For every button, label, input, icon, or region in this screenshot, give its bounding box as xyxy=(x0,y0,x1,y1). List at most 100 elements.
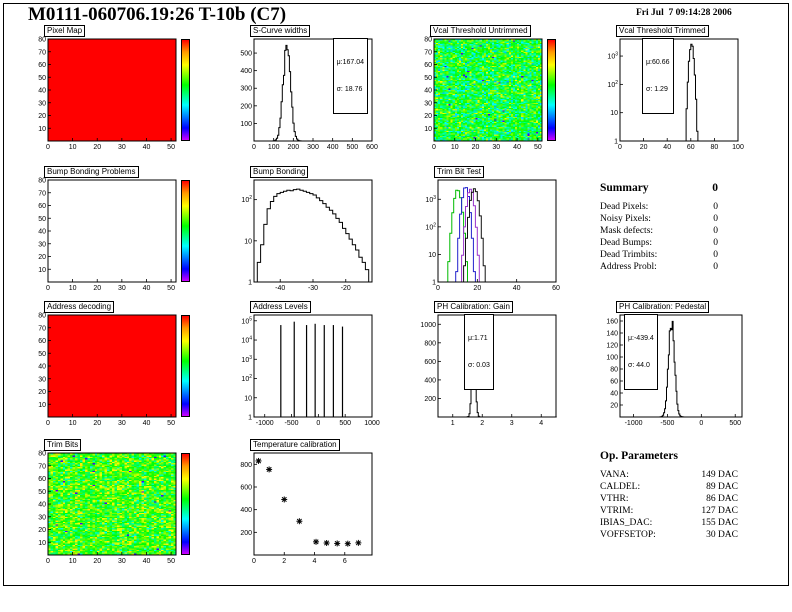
stat-mean: μ:-439.4 xyxy=(628,335,654,342)
svg-text:20: 20 xyxy=(640,144,648,151)
heatmap-canvas xyxy=(48,39,176,141)
svg-text:20: 20 xyxy=(473,285,481,292)
svg-text:3: 3 xyxy=(510,420,514,427)
svg-text:20: 20 xyxy=(93,144,101,151)
svg-text:60: 60 xyxy=(38,338,46,345)
param-row: VOFFSETOP: 30 DAC xyxy=(600,530,738,540)
svg-text:800: 800 xyxy=(240,462,252,469)
param-row: Dead Pixels: 0 xyxy=(600,202,718,212)
svg-text:60: 60 xyxy=(38,62,46,69)
svg-text:6: 6 xyxy=(343,558,347,565)
plot-title: Bump Bonding Problems xyxy=(44,166,139,178)
svg-text:400: 400 xyxy=(240,507,252,514)
svg-text:80: 80 xyxy=(424,37,432,44)
plot-title: Temperature calibration xyxy=(250,439,340,451)
plot-title: Trim Bits xyxy=(44,439,82,451)
svg-text:-500: -500 xyxy=(660,420,674,427)
svg-text:0: 0 xyxy=(46,144,50,151)
svg-text:20: 20 xyxy=(610,403,618,410)
svg-text:1: 1 xyxy=(248,280,252,287)
colorbar xyxy=(181,315,190,417)
svg-text:10: 10 xyxy=(69,144,77,151)
plot-svg: -40 -30 -20 1 10 102 xyxy=(241,179,373,292)
svg-text:0: 0 xyxy=(252,144,256,151)
heatmap-canvas xyxy=(48,315,176,417)
bump-bonding-plot: Bump Bonding -40 -30 -20 1 10 102 xyxy=(232,165,378,297)
svg-text:10: 10 xyxy=(69,285,77,292)
svg-text:50: 50 xyxy=(424,75,432,82)
svg-text:80: 80 xyxy=(38,313,46,320)
svg-text:200: 200 xyxy=(287,144,299,151)
summary-title: Summary xyxy=(600,182,649,194)
plot-svg: 0 10 20 30 40 50 10 20 30 40 50 60 70 80 xyxy=(38,178,177,292)
plot-svg: 0 10 20 30 40 50 10 20 30 40 50 60 70 80 xyxy=(38,37,177,151)
svg-text:40: 40 xyxy=(143,285,151,292)
pixel-map-plot: Pixel Map 0 10 20 30 40 50 10 20 30 40 50 60 70 80 xyxy=(30,24,202,156)
svg-text:70: 70 xyxy=(424,49,432,56)
svg-text:10: 10 xyxy=(38,126,46,133)
svg-text:60: 60 xyxy=(687,144,695,151)
stat-mean: μ:60.66 xyxy=(646,59,670,66)
stat-sigma: σ: 0.03 xyxy=(468,362,490,369)
summary-total: 0 xyxy=(712,182,718,194)
svg-text:10: 10 xyxy=(69,558,77,565)
svg-text:40: 40 xyxy=(143,144,151,151)
svg-text:100: 100 xyxy=(240,121,252,128)
vcal-trimmed-plot: Vcal Threshold Trimmed μ:60.66 σ: 1.29 0… xyxy=(598,24,744,156)
plot-svg: 0 10 20 30 40 50 10 20 30 40 50 60 70 80 xyxy=(424,37,543,151)
op-parameters-panel: Op. Parameters VANA: 149 DAC CALDEL: 89 DAC… xyxy=(600,450,738,541)
plot-title: Vcal Threshold Untrimmed xyxy=(430,25,531,37)
svg-text:-1000: -1000 xyxy=(256,420,274,427)
svg-text:1: 1 xyxy=(248,415,252,422)
op-parameters-rows: VANA: 149 DAC CALDEL: 89 DAC VTHR: 86 DAC VTRI… xyxy=(600,469,738,541)
svg-text:2: 2 xyxy=(282,558,286,565)
svg-text:20: 20 xyxy=(472,144,480,151)
summary-header: Summary 0 xyxy=(600,182,718,194)
plot-title: Bump Bonding xyxy=(250,166,309,178)
svg-text:30: 30 xyxy=(38,376,46,383)
svg-text:500: 500 xyxy=(240,51,252,58)
ph-gain-plot: PH Calibration: Gain μ:1.71 σ: 0.03 1 2 3 4… xyxy=(416,300,562,432)
svg-text:400: 400 xyxy=(424,377,436,384)
svg-text:200: 200 xyxy=(424,396,436,403)
svg-text:1: 1 xyxy=(614,139,618,146)
param-row: Dead Trimbits: 0 xyxy=(600,250,718,260)
param-row: Noisy Pixels: 0 xyxy=(600,214,718,224)
svg-text:300: 300 xyxy=(240,86,252,93)
plot-svg: 0 10 20 30 40 50 10 20 30 40 50 60 70 80 xyxy=(38,313,177,427)
svg-text:-500: -500 xyxy=(285,420,299,427)
svg-text:1000: 1000 xyxy=(420,322,436,329)
plot-title: Address Levels xyxy=(250,301,311,313)
svg-text:400: 400 xyxy=(240,68,252,75)
svg-text:80: 80 xyxy=(38,37,46,44)
svg-text:50: 50 xyxy=(534,144,542,151)
svg-text:1: 1 xyxy=(451,420,455,427)
svg-text:0: 0 xyxy=(252,558,256,565)
plot-svg: 0 10 20 30 40 50 10 20 30 40 50 60 70 80 xyxy=(38,451,177,565)
colorbar xyxy=(547,39,556,141)
svg-text:-1000: -1000 xyxy=(625,420,643,427)
param-row: IBIAS_DAC: 155 DAC xyxy=(600,518,738,528)
heatmap-canvas xyxy=(48,453,176,555)
svg-text:-40: -40 xyxy=(275,285,285,292)
svg-text:0: 0 xyxy=(432,144,436,151)
plot-title: PH Calibration: Pedestal xyxy=(616,301,710,313)
svg-text:200: 200 xyxy=(240,103,252,110)
svg-text:10: 10 xyxy=(424,126,432,133)
plot-title: Address decoding xyxy=(44,301,115,313)
svg-text:70: 70 xyxy=(38,190,46,197)
param-row: VANA: 149 DAC xyxy=(600,470,738,480)
svg-text:0: 0 xyxy=(46,285,50,292)
svg-text:-20: -20 xyxy=(341,285,351,292)
svg-text:104: 104 xyxy=(241,336,252,345)
plot-svg: 0 20 40 60 1 10 102 103 xyxy=(425,179,560,292)
svg-text:30: 30 xyxy=(118,285,126,292)
svg-text:80: 80 xyxy=(711,144,719,151)
plot-title: PH Calibration: Gain xyxy=(434,301,513,313)
stats-box: μ:-439.4 σ: 44.0 xyxy=(624,314,658,390)
svg-text:80: 80 xyxy=(38,451,46,458)
plot-svg: 1 2 3 4 200 400 600 800 1000 xyxy=(420,314,557,427)
svg-text:20: 20 xyxy=(93,558,101,565)
svg-text:50: 50 xyxy=(38,75,46,82)
stat-mean: μ:1.71 xyxy=(468,335,488,342)
